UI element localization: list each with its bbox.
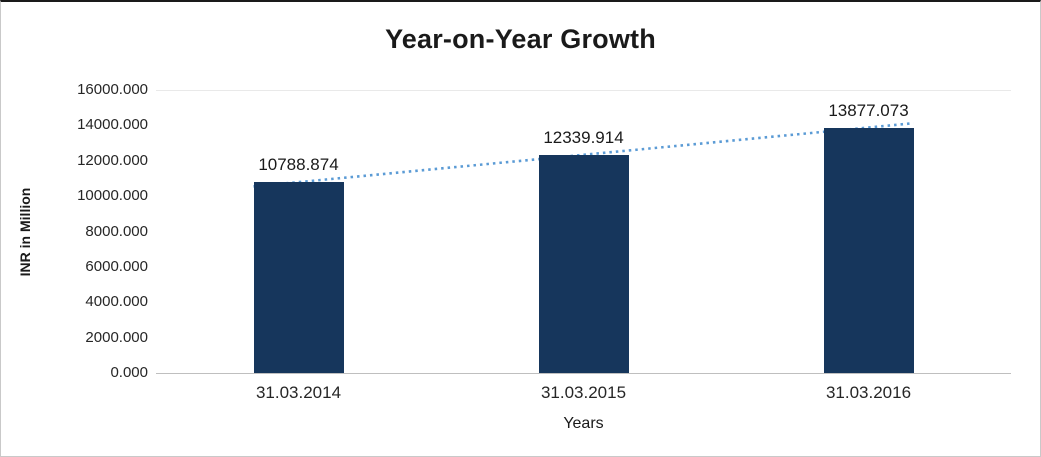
bar-value-label: 10788.874 [258, 155, 339, 175]
bar [538, 154, 629, 373]
y-tick-label: 6000.000 [85, 257, 148, 275]
y-tick-label: 8000.000 [85, 222, 148, 240]
x-axis-title: Years [563, 415, 604, 432]
bar-value-label: 13877.073 [828, 100, 909, 120]
y-tick-label: 10000.000 [77, 187, 148, 205]
y-tick-label: 12000.000 [77, 151, 148, 169]
bar-value-label: 12339.914 [543, 127, 624, 147]
gridline [156, 90, 1011, 91]
bar [253, 182, 344, 373]
y-tick-label: 2000.000 [85, 328, 148, 346]
x-axis-line [156, 373, 1011, 374]
bar [823, 127, 914, 373]
y-tick-label: 16000.000 [77, 81, 148, 98]
y-tick-label: 4000.000 [85, 293, 148, 311]
x-tick-label: 31.03.2016 [825, 383, 912, 402]
x-tick-label: 31.03.2014 [255, 383, 342, 402]
y-tick-label: 0.000 [110, 364, 148, 381]
chart-title: Year-on-Year Growth [385, 24, 656, 54]
y-tick-label: 14000.000 [77, 116, 148, 134]
x-tick-label: 31.03.2015 [540, 383, 627, 402]
